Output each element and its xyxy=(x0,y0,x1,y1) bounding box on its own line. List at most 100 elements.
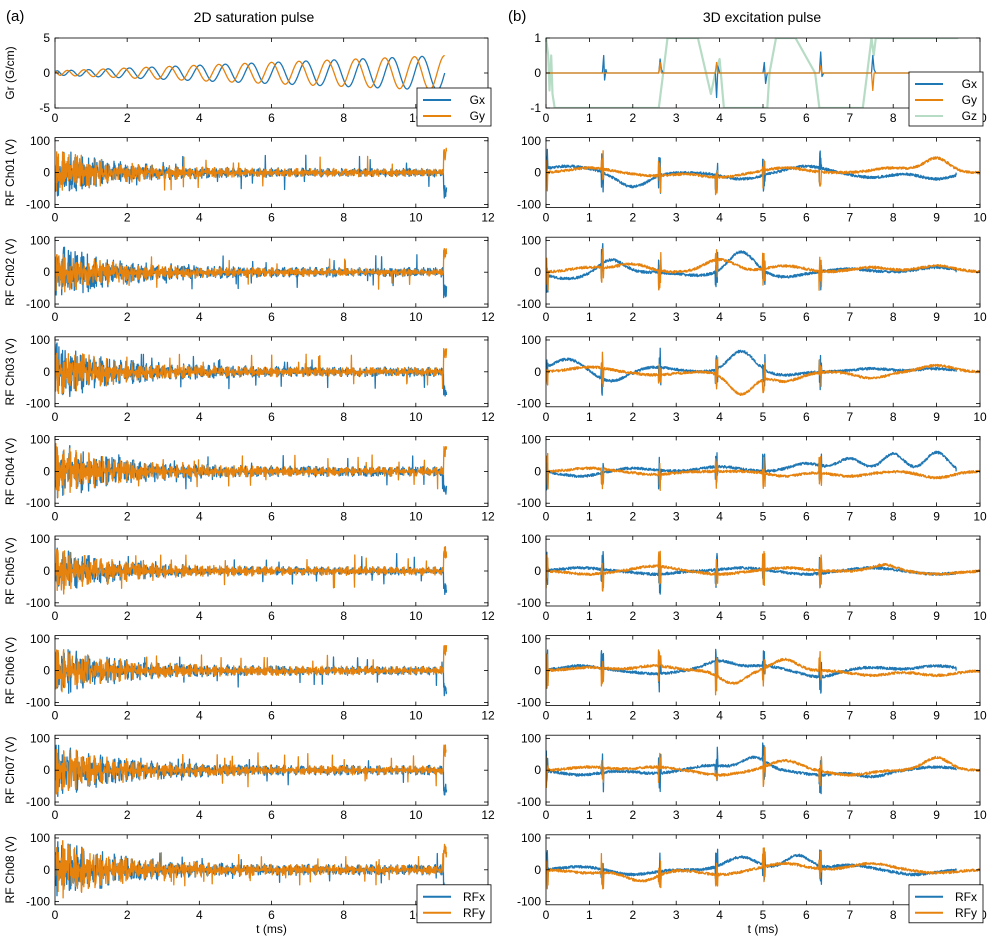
x-tick-label: 5 xyxy=(760,410,767,424)
panel-label-a: (a) xyxy=(6,8,25,25)
y-tick-label: -100 xyxy=(26,197,50,211)
series-group xyxy=(546,648,980,696)
series-group xyxy=(546,347,980,396)
y-tick-label: -100 xyxy=(517,197,541,211)
x-tick-label: 12 xyxy=(481,509,495,523)
series-line-y xyxy=(546,746,980,789)
x-tick-label: 0 xyxy=(543,808,550,822)
x-tick-label: 1 xyxy=(586,509,593,523)
series-group xyxy=(55,744,448,798)
x-tick-label: 12 xyxy=(481,808,495,822)
x-tick-label: 8 xyxy=(340,609,347,623)
x-tick-label: 6 xyxy=(803,709,810,723)
series-line-x xyxy=(546,648,957,694)
x-tick-label: 8 xyxy=(890,410,897,424)
y-tick-label: 100 xyxy=(521,233,541,247)
x-tick-label: 0 xyxy=(52,808,59,822)
series-line-y xyxy=(546,550,980,592)
x-tick-label: 0 xyxy=(52,111,59,125)
x-tick-label: 3 xyxy=(673,709,680,723)
series-group xyxy=(55,545,448,596)
x-tick-label: 0 xyxy=(543,211,550,225)
y-tick-label: -100 xyxy=(517,695,541,709)
x-tick-label: 2 xyxy=(124,211,131,225)
x-tick-label: 12 xyxy=(481,211,495,225)
y-tick-label: 0 xyxy=(43,664,50,678)
legend: RFx RFy xyxy=(908,884,984,924)
x-tick-label: 10 xyxy=(409,709,423,723)
x-tick-label: 7 xyxy=(846,111,853,125)
y-tick-label: 0 xyxy=(43,863,50,877)
x-tick-label: 0 xyxy=(543,908,550,922)
x-tick-label: 4 xyxy=(196,709,203,723)
y-tick-label: -5 xyxy=(39,101,50,115)
legend-entry: RFy xyxy=(955,906,977,920)
legend-entry: RFx xyxy=(463,890,485,904)
x-tick-label: 10 xyxy=(973,609,987,623)
y-tick-label: -100 xyxy=(26,795,50,809)
series-line-y xyxy=(55,644,448,693)
series-line-rfy xyxy=(546,847,980,890)
series-group xyxy=(546,38,980,108)
series-line-y xyxy=(55,744,447,795)
x-axis-label: t (ms) xyxy=(256,922,287,936)
x-tick-label: 7 xyxy=(846,808,853,822)
y-tick-label: 0 xyxy=(534,66,541,80)
x-tick-label: 9 xyxy=(933,211,940,225)
x-tick-label: 6 xyxy=(803,609,810,623)
series-group xyxy=(55,342,448,398)
y-tick-label: 100 xyxy=(521,632,541,646)
x-tick-label: 3 xyxy=(673,808,680,822)
y-tick-label: 100 xyxy=(521,831,541,845)
series-group xyxy=(55,840,448,899)
x-tick-label: 8 xyxy=(340,509,347,523)
x-tick-label: 2 xyxy=(124,609,131,623)
y-tick-label: 0 xyxy=(43,166,50,180)
x-tick-label: 10 xyxy=(973,509,987,523)
y-tick-label: 100 xyxy=(30,731,50,745)
x-tick-label: 12 xyxy=(481,410,495,424)
x-tick-label: 7 xyxy=(846,410,853,424)
x-tick-label: 9 xyxy=(933,310,940,324)
series-line-gy xyxy=(546,61,980,92)
x-tick-label: 4 xyxy=(196,211,203,225)
x-tick-label: 7 xyxy=(846,609,853,623)
y-tick-label: 100 xyxy=(30,333,50,347)
x-tick-label: 4 xyxy=(196,609,203,623)
x-tick-label: 6 xyxy=(268,111,275,125)
series-line-y xyxy=(546,247,980,291)
x-tick-label: 10 xyxy=(973,410,987,424)
x-tick-label: 0 xyxy=(543,509,550,523)
x-tick-label: 1 xyxy=(586,908,593,922)
series-line-y xyxy=(55,442,448,498)
x-tick-label: 8 xyxy=(890,509,897,523)
x-tick-label: 10 xyxy=(409,410,423,424)
x-tick-label: 5 xyxy=(760,111,767,125)
x-tick-label: 12 xyxy=(481,609,495,623)
x-tick-label: 7 xyxy=(846,310,853,324)
y-tick-label: -100 xyxy=(26,297,50,311)
legend-entry: Gz xyxy=(962,109,977,123)
y-tick-label: 100 xyxy=(521,134,541,148)
series-line-y xyxy=(55,545,448,595)
x-tick-label: 9 xyxy=(933,709,940,723)
x-tick-label: 4 xyxy=(196,509,203,523)
x-tick-label: 6 xyxy=(268,211,275,225)
x-tick-label: 10 xyxy=(409,211,423,225)
x-tick-label: 10 xyxy=(409,310,423,324)
x-tick-label: 6 xyxy=(803,410,810,424)
x-tick-label: 0 xyxy=(543,410,550,424)
x-tick-label: 9 xyxy=(933,609,940,623)
series-group xyxy=(55,644,448,697)
y-tick-label: 100 xyxy=(30,831,50,845)
x-tick-label: 2 xyxy=(629,709,636,723)
legend-entry: RFx xyxy=(955,890,977,904)
x-tick-label: 6 xyxy=(268,709,275,723)
x-tick-label: 3 xyxy=(673,410,680,424)
column-title-a: 2D saturation pulse xyxy=(193,9,315,25)
y-tick-label: 100 xyxy=(30,134,50,148)
